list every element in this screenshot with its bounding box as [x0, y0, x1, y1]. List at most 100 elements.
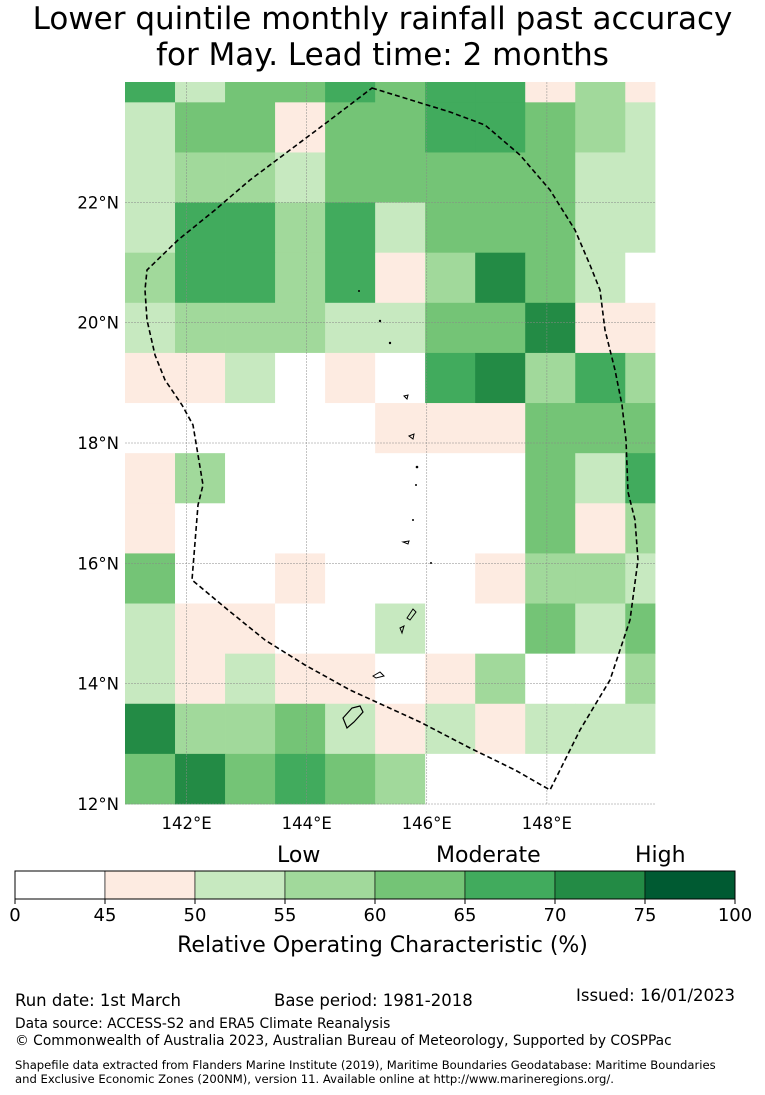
grid-cell: [625, 252, 656, 304]
grid-cell: [575, 503, 626, 554]
grid-cell: [175, 202, 226, 254]
grid-cell: [225, 553, 276, 604]
grid-cell: [325, 202, 376, 254]
grid-cell: [275, 302, 326, 354]
grid-cell: [325, 252, 376, 304]
issued-date: Issued: 16/01/2023: [576, 986, 736, 1005]
grid-cell: [475, 352, 526, 404]
island-dot-3: [388, 341, 392, 345]
grid-cell: [575, 102, 626, 153]
grid-cell: [175, 152, 226, 203]
grid-cell: [225, 82, 276, 103]
grid-cell: [275, 453, 326, 504]
grid-cell: [475, 503, 526, 554]
grid-cell: [325, 152, 376, 203]
grid-cell: [325, 603, 376, 655]
run-date: Run date: 1st March: [15, 991, 181, 1010]
island-dot-4: [415, 465, 419, 469]
grid-cell: [375, 753, 426, 805]
grid-cell: [425, 102, 476, 153]
grid-cell: [225, 252, 276, 304]
grid-cell: [525, 603, 576, 655]
grid-cell: [175, 603, 226, 655]
map-gridlines: [125, 82, 655, 805]
grid-cell: [425, 603, 476, 655]
colorbar-segment: [374, 870, 466, 900]
grid-cell: [475, 453, 526, 504]
grid-cell: [575, 403, 626, 454]
grid-cell: [175, 553, 226, 604]
grid-cell: [125, 603, 176, 655]
grid-cell: [425, 453, 476, 504]
latitude-label: 18°N: [77, 434, 119, 453]
grid-cell: [625, 653, 656, 705]
grid-cell: [125, 302, 176, 354]
grid-cell: [625, 82, 656, 103]
grid-cell: [325, 102, 376, 153]
grid-cell: [375, 102, 426, 153]
grid-cell: [525, 302, 576, 354]
grid-cell: [625, 603, 656, 655]
colorbar-ticks: 0 45 50 55 60 65 70 75 100: [9, 899, 752, 926]
grid-cell: [175, 703, 226, 755]
grid-cell: [575, 753, 626, 805]
colorbar-title: Relative Operating Characteristic (%): [177, 933, 588, 958]
grid-cell: [325, 403, 376, 454]
grid-cell: [325, 703, 376, 755]
grid-cell: [375, 252, 426, 304]
chart-title-line-1: Lower quintile monthly rainfall past acc…: [32, 1, 733, 37]
colorbar-tick-label: 50: [184, 905, 207, 926]
grid-cell: [125, 82, 176, 103]
data-source: Data source: ACCESS-S2 and ERA5 Climate …: [15, 1016, 391, 1032]
colorbar-segment: [284, 870, 376, 900]
grid-cell: [525, 152, 576, 203]
grid-cell: [225, 753, 276, 805]
grid-cell: [325, 753, 376, 805]
island-asuncion: [403, 394, 409, 400]
colorbar-segment: [554, 870, 646, 900]
grid-cell: [375, 553, 426, 604]
colorbar-tick-label: 45: [94, 905, 117, 926]
colorbar-tick-label: 75: [634, 905, 657, 926]
island-outlines: [342, 290, 432, 730]
grid-cell: [475, 653, 526, 705]
grid-cell: [275, 753, 326, 805]
grid-cell: [575, 453, 626, 504]
grid-cell: [275, 82, 326, 103]
base-period: Base period: 1981-2018: [274, 991, 473, 1010]
longitude-label: 142°E: [161, 814, 211, 833]
grid-cell: [275, 202, 326, 254]
grid-cell: [475, 603, 526, 655]
grid-cell: [575, 553, 626, 604]
colorbar-segment: [644, 870, 736, 900]
grid-cell: [275, 703, 326, 755]
colorbar-tick-label: 70: [544, 905, 567, 926]
legend-category-high: High: [635, 843, 686, 868]
grid-cell: [425, 553, 476, 604]
grid-cell: [475, 403, 526, 454]
island-rota: [372, 671, 385, 679]
grid-cell: [225, 102, 276, 153]
grid-cell: [475, 202, 526, 254]
grid-cell: [325, 352, 376, 404]
latitude-label: 22°N: [77, 193, 119, 212]
grid-cell: [275, 403, 326, 454]
grid-cell: [375, 653, 426, 705]
grid-cell: [575, 352, 626, 404]
grid-cell: [625, 703, 656, 755]
grid-cell: [125, 503, 176, 554]
grid-cell: [125, 403, 176, 454]
grid-cell: [275, 102, 326, 153]
island-dot-6: [412, 519, 414, 521]
grid-cell: [425, 503, 476, 554]
grid-cell: [625, 553, 656, 604]
grid-cell: [125, 152, 176, 203]
latitude-label: 16°N: [77, 554, 119, 573]
grid-cell: [625, 202, 656, 254]
grid-cell: [575, 82, 626, 103]
grid-cell: [125, 553, 176, 604]
grid-cell: [525, 553, 576, 604]
chart-title-line-2: for May. Lead time: 2 months: [156, 37, 609, 73]
grid-cell: [525, 403, 576, 454]
grid-cell: [575, 152, 626, 203]
